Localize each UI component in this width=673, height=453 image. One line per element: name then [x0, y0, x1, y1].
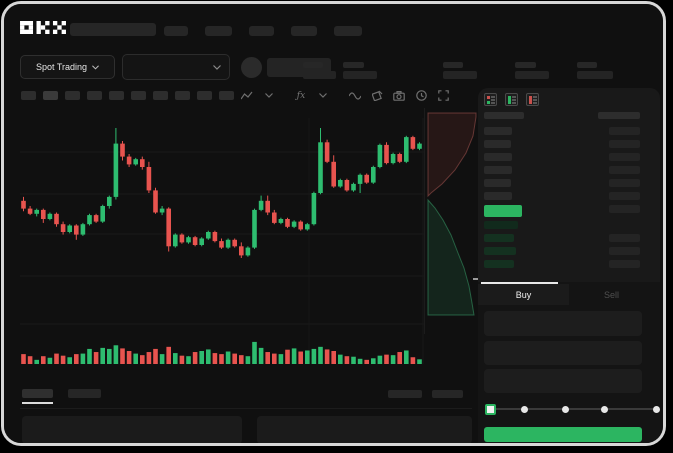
timeframe-button-placeholder[interactable] — [219, 91, 234, 100]
timeframe-button-placeholder[interactable] — [197, 91, 212, 100]
nav-item-placeholder[interactable] — [334, 26, 362, 36]
slider-handle[interactable] — [484, 404, 496, 415]
buy-tab-label: Buy — [515, 289, 532, 300]
amount-input-placeholder[interactable] — [484, 341, 642, 365]
bottom-content-placeholder-1 — [22, 416, 242, 443]
nav-item-placeholder[interactable] — [291, 26, 317, 36]
device-frame: Spot Trading ƒx Buy Sell — [1, 1, 666, 446]
price-input-placeholder[interactable] — [484, 311, 642, 336]
amount-slider-track[interactable] — [490, 408, 656, 410]
polyline-chart-icon[interactable] — [241, 90, 253, 102]
camera-icon[interactable] — [393, 90, 405, 102]
header-title-placeholder — [70, 23, 156, 36]
timeframe-button-placeholder[interactable] — [65, 91, 80, 100]
orderbook-combined-view-icon[interactable] — [484, 93, 497, 106]
orderbook-view-toggles — [484, 93, 539, 106]
active-tab-indicator — [481, 282, 558, 284]
tab-sell[interactable]: Sell — [569, 284, 654, 305]
bottom-tab-active-placeholder[interactable] — [22, 389, 53, 398]
ticker-stat-placeholder — [343, 62, 377, 79]
pair-selector-dropdown[interactable] — [122, 54, 230, 80]
nav-item-placeholder[interactable] — [205, 26, 232, 36]
chart-toolbar-icons: ƒx — [231, 88, 449, 103]
ticker-stat-placeholder — [443, 62, 477, 79]
nav-item-placeholder[interactable] — [164, 26, 188, 36]
header-nav-skeleton — [164, 26, 362, 36]
depth-chart[interactable] — [424, 108, 479, 334]
timeframe-button-placeholder[interactable] — [21, 91, 36, 100]
chevron-down-icon — [213, 64, 221, 70]
sell-tab-label: Sell — [603, 289, 619, 300]
timeframe-button-placeholder[interactable] — [87, 91, 102, 100]
chevron-down-icon[interactable] — [263, 90, 275, 102]
slider-step-dot[interactable] — [600, 406, 608, 413]
pair-logo-placeholder — [241, 57, 262, 78]
bottom-action-placeholder-1[interactable] — [388, 390, 422, 398]
fullscreen-icon[interactable] — [437, 90, 449, 102]
bottom-content-placeholder-2 — [257, 416, 472, 443]
fx-indicator-icon[interactable]: ƒx — [296, 90, 306, 101]
market-type-dropdown[interactable]: Spot Trading — [20, 55, 115, 79]
timeframe-button-placeholder[interactable] — [153, 91, 168, 100]
bottom-tab-underline — [22, 402, 53, 404]
slider-step-dot[interactable] — [520, 406, 528, 413]
ticker-stat-placeholder — [515, 62, 549, 79]
clock-icon[interactable] — [415, 90, 427, 102]
candlestick-chart[interactable] — [20, 108, 424, 366]
app-screen: Spot Trading ƒx Buy Sell — [4, 4, 663, 443]
timeframe-button-placeholder[interactable] — [109, 91, 124, 100]
bottom-divider — [20, 408, 472, 409]
orderbook-panel — [478, 88, 660, 286]
slider-step-dot[interactable] — [561, 406, 569, 413]
ticker-stat-placeholder — [577, 62, 613, 79]
buy-button[interactable] — [484, 427, 642, 442]
chevron-down-icon[interactable] — [317, 90, 329, 102]
ticker-stat-placeholder — [303, 62, 336, 79]
bottom-tab-placeholder[interactable] — [68, 389, 101, 398]
trade-panel: Buy Sell — [478, 282, 660, 443]
slider-step-dot[interactable] — [652, 406, 660, 413]
nav-item-placeholder[interactable] — [249, 26, 274, 36]
orderbook-buy-view-icon[interactable] — [505, 93, 518, 106]
timeframe-button-placeholder[interactable] — [175, 91, 190, 100]
orderbook-sell-view-icon[interactable] — [526, 93, 539, 106]
timeframe-button-placeholder[interactable] — [131, 91, 146, 100]
okx-logo — [20, 21, 66, 34]
timeframe-button-placeholder[interactable] — [43, 91, 58, 100]
depth-price-marker — [473, 278, 479, 280]
layers-icon[interactable] — [371, 90, 383, 102]
depth-asks-area — [427, 112, 477, 198]
chevron-down-icon — [92, 64, 99, 70]
timeframe-skeleton[interactable] — [21, 91, 234, 100]
tab-buy[interactable]: Buy — [478, 284, 569, 305]
total-input-placeholder[interactable] — [484, 369, 642, 393]
depth-bids-area — [427, 198, 475, 316]
wave-icon[interactable] — [349, 90, 361, 102]
bottom-action-placeholder-2[interactable] — [432, 390, 463, 398]
market-type-label: Spot Trading — [35, 62, 88, 72]
